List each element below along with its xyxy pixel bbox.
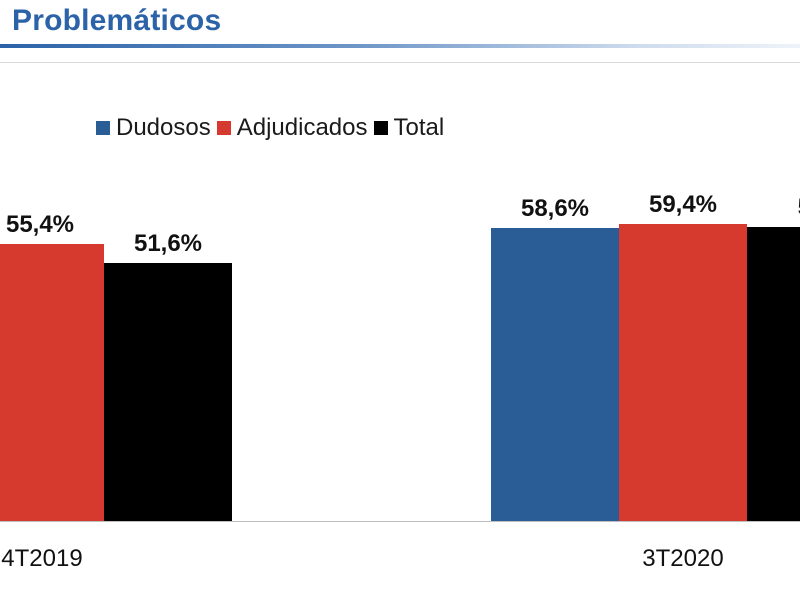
data-label-total-4t2019: 51,6% [134, 230, 202, 257]
chart-legend: Dudosos Adjudicados Total [96, 114, 450, 142]
data-label-adjudicados-4t2019: 55,4% [6, 211, 74, 238]
bar-total-3t2020 [747, 227, 800, 521]
legend-swatch-dudosos [96, 121, 110, 135]
category-label-3t2020: 3T2020 [642, 545, 723, 572]
title-underline [0, 44, 800, 48]
legend-item-dudosos: Dudosos [96, 114, 211, 142]
divider [0, 62, 800, 63]
legend-swatch-total [373, 121, 388, 135]
category-label-4t2019: 4T2019 [1, 545, 82, 572]
legend-label-total: Total [393, 114, 445, 141]
data-label-dudosos-3t2020: 58,6% [521, 195, 589, 222]
bar-adjudicados-3t2020 [619, 224, 747, 521]
bar-adjudicados-4t2019 [0, 244, 104, 521]
legend-swatch-adjudicados [216, 121, 231, 135]
data-label-adjudicados-3t2020: 59,4% [649, 191, 717, 218]
legend-label-adjudicados: Adjudicados [236, 114, 368, 141]
legend-label-dudosos: Dudosos [116, 114, 211, 141]
legend-item-adjudicados: Adjudicados [216, 114, 368, 142]
data-label-total-3t2020: 58 [798, 194, 800, 221]
bar-dudosos-3t2020 [491, 228, 619, 521]
legend-item-total: Total [373, 114, 445, 142]
bar-total-4t2019 [104, 263, 232, 521]
page-title: Problemáticos [12, 4, 222, 37]
